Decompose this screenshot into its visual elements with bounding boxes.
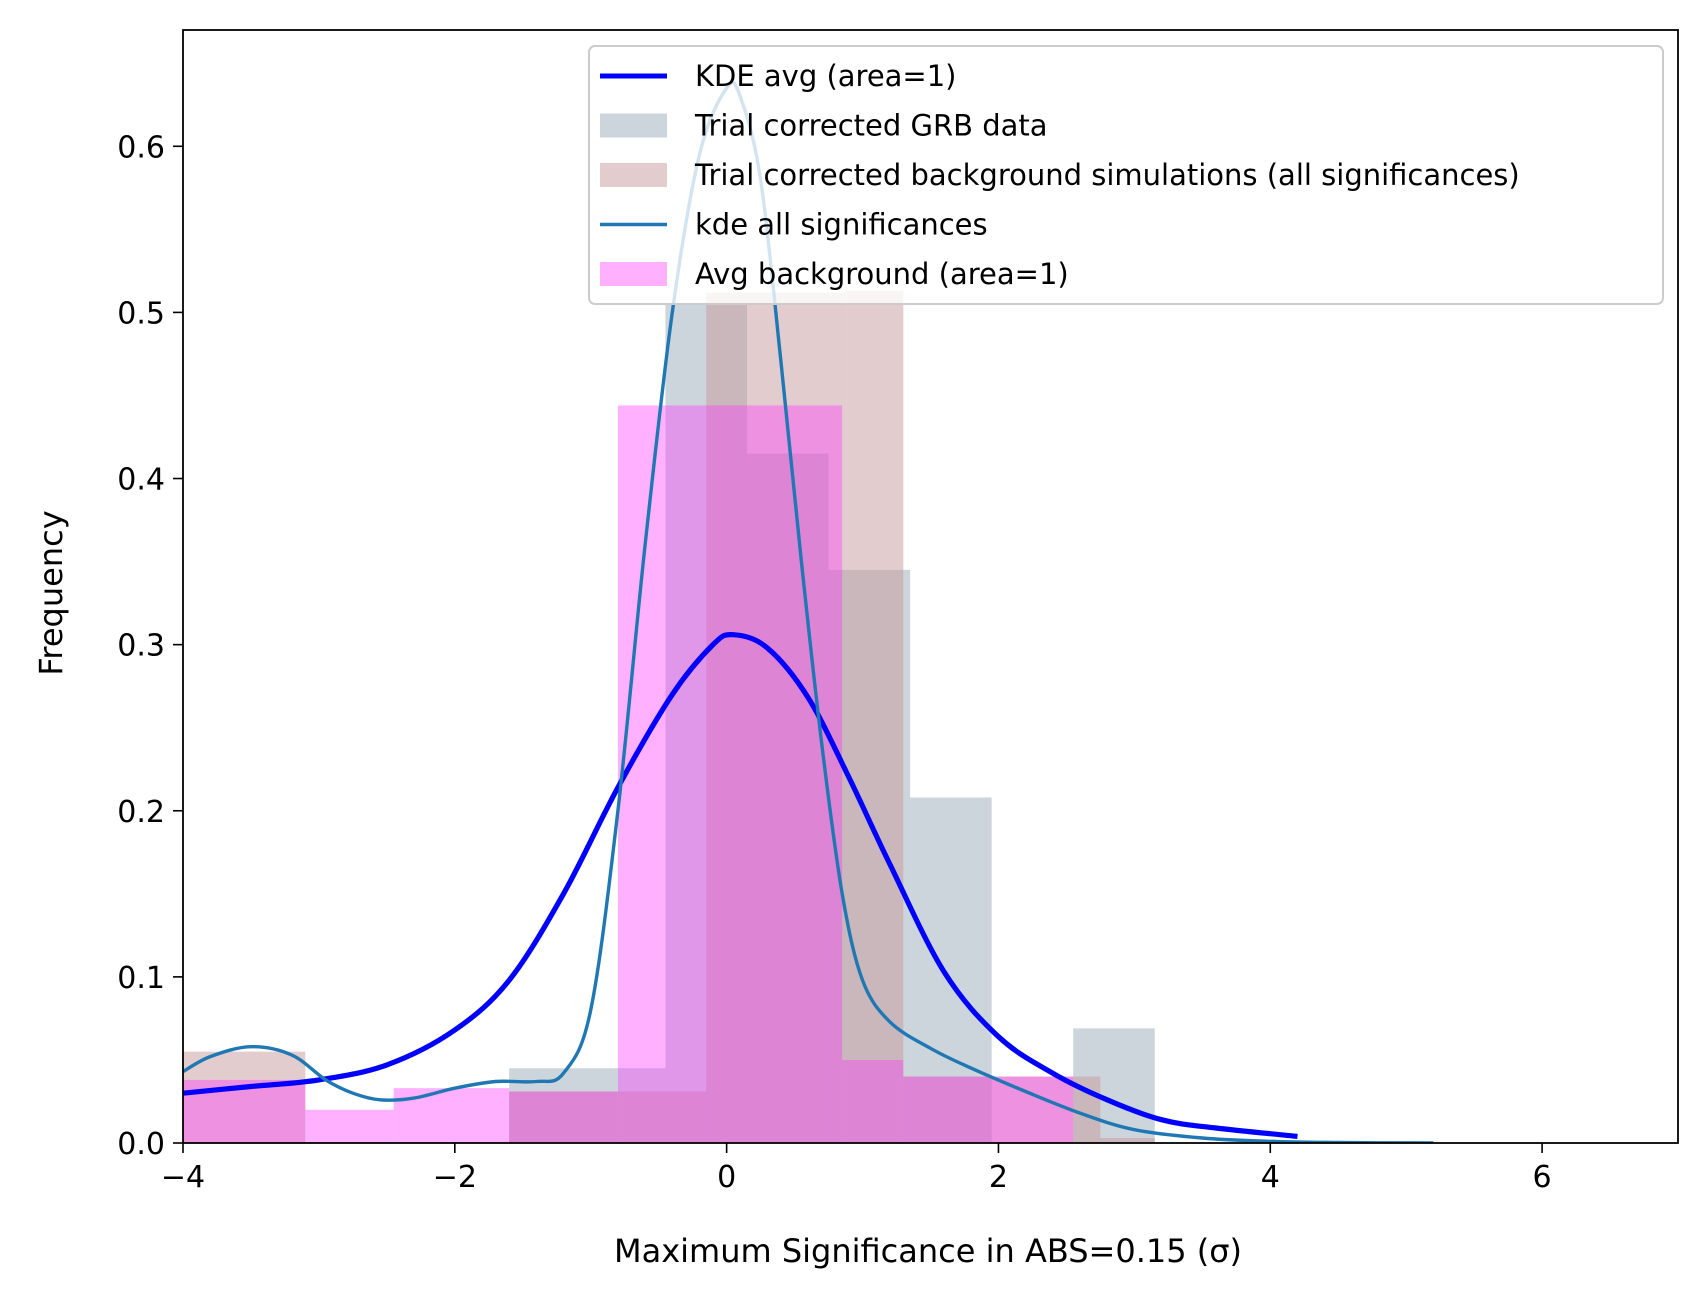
series-line-1	[183, 631, 1298, 1139]
plot-area	[183, 80, 1434, 1143]
axes: −4 −2 0 2 4 6 0.0 0.1 0.2 0.3 0.4 0.5 0.6	[117, 29, 1679, 1195]
histogram-bar-3-4	[509, 1091, 618, 1143]
y-tick-label: 0.3	[117, 629, 165, 664]
legend-label-3: Trial corrected background simulations (…	[694, 158, 1520, 192]
plot-frame	[182, 29, 1679, 1144]
legend-label-1: KDE avg (area=1)	[695, 59, 957, 93]
x-tick-label: −4	[161, 1160, 205, 1195]
y-tick-label: 0.0	[117, 1127, 165, 1162]
histogram-bar-3-2	[305, 1109, 394, 1143]
legend-swatch-2	[600, 113, 667, 138]
histogram-bar-2-4	[706, 292, 847, 1143]
histogram-bar-3-6	[842, 1059, 904, 1143]
legend-box	[588, 45, 1664, 305]
y-tick-label: 0.4	[117, 463, 165, 498]
histogram-bar-2-1	[183, 1051, 306, 1143]
x-tick-label: 6	[1533, 1160, 1552, 1195]
y-tick-label: 0.6	[117, 130, 165, 165]
legend: KDE avg (area=1) Trial corrected GRB data…	[588, 45, 1664, 305]
y-tick-label: 0.2	[117, 795, 165, 830]
histogram-bar-3-7	[903, 1076, 1074, 1143]
x-axis-label: Maximum Significance in ABS=0.15 (σ)	[614, 1232, 1242, 1270]
x-tick-label: 2	[989, 1160, 1008, 1195]
legend-swatch-5	[600, 262, 667, 286]
legend-label-5: Avg background (area=1)	[695, 257, 1069, 291]
y-tick-label: 0.1	[117, 961, 165, 996]
x-tick-label: −2	[433, 1160, 477, 1195]
histogram-bar-2-5	[846, 290, 904, 1143]
histogram-bar-2-7	[1100, 1138, 1155, 1143]
legend-label-4: kde all significances	[695, 208, 988, 242]
y-tick-label: 0.5	[117, 296, 165, 331]
y-axis-label: Frequency	[32, 510, 70, 675]
histogram-bar-3-3	[393, 1088, 510, 1143]
x-tick-label: 4	[1261, 1160, 1280, 1195]
histogram-bar-3-5	[617, 405, 843, 1143]
legend-label-2: Trial corrected GRB data	[694, 109, 1048, 143]
x-tick-label: 0	[717, 1160, 736, 1195]
histogram-bar-2-3	[509, 1091, 707, 1143]
legend-swatch-3	[600, 163, 667, 187]
